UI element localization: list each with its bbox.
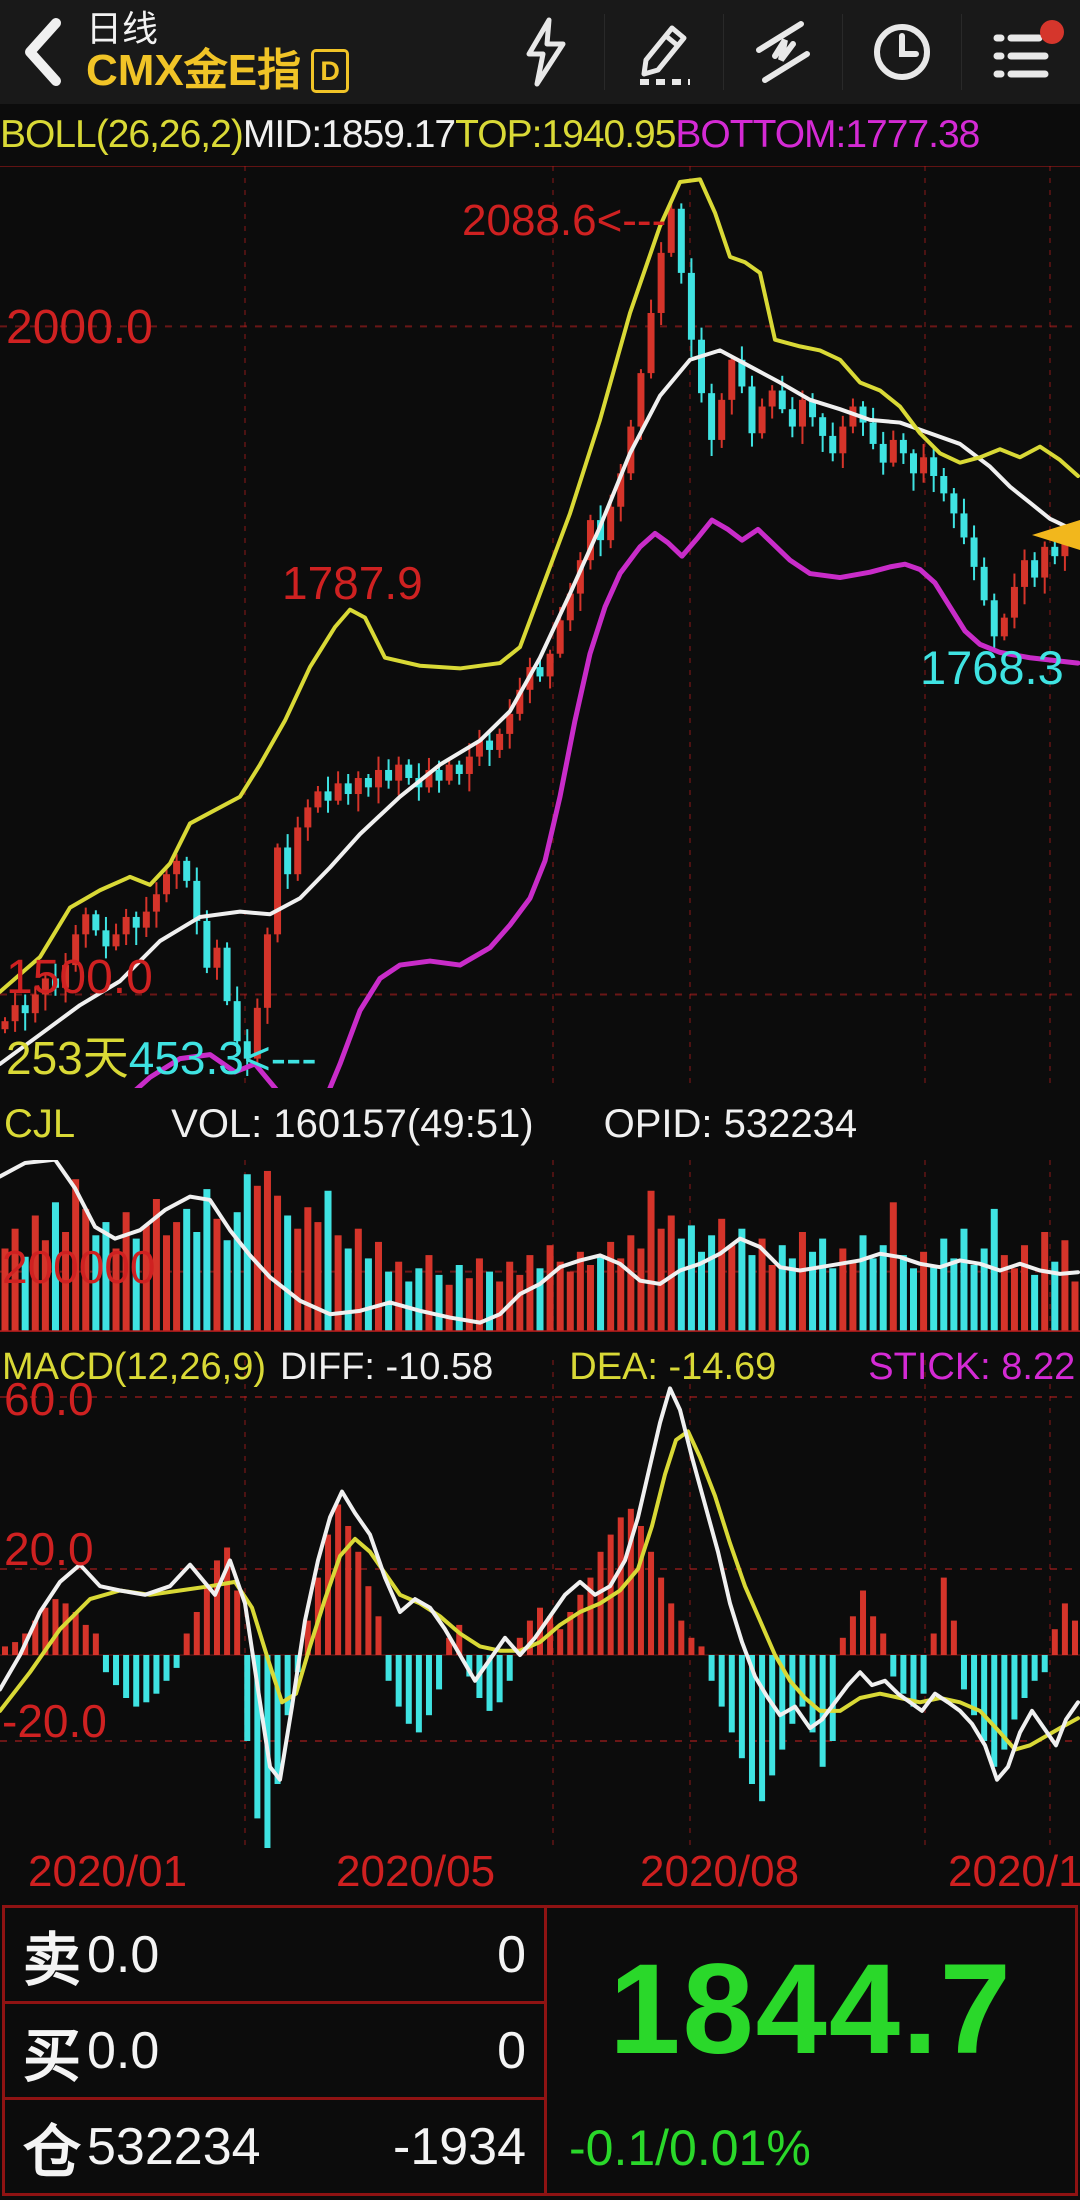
bid-qty: 0 [497, 2021, 526, 2080]
quote-panel: 卖 0.0 0 买 0.0 0 仓 532234 -1934 1844.7 -0… [2, 1905, 1078, 2196]
notification-dot [1040, 20, 1064, 44]
ask-qty: 0 [497, 1925, 526, 1984]
volume-chart-svg[interactable] [0, 1160, 1080, 1332]
watchlist-icon [993, 34, 1049, 78]
back-chevron-icon [25, 18, 61, 86]
title-block: 日线 CMX金E指 D [86, 8, 350, 95]
watchlist-button[interactable] [961, 14, 1080, 90]
header-toolbar [486, 0, 1080, 104]
boll-top-value: TOP:1940.95 [455, 113, 676, 156]
back-button[interactable] [0, 0, 86, 104]
oi-label: 仓 [23, 2119, 82, 2185]
pane-divider [0, 1331, 1080, 1332]
macd-chart-svg[interactable] [0, 1360, 1080, 1848]
boll-params: BOLL(26,26,2) [0, 113, 244, 156]
volume-indicator-row[interactable]: CJL VOL: 160157(49:51) OPID: 532234 [0, 1088, 1080, 1160]
lightning-icon [526, 17, 566, 87]
date-tick: 2020/08 [640, 1847, 800, 1896]
macd-dea-value: DEA: -14.69 [569, 1345, 777, 1388]
order-book: 卖 0.0 0 买 0.0 0 仓 532234 -1934 [2, 1905, 547, 2196]
vol-value: VOL: 160157(49:51) [171, 1101, 534, 1146]
opid-value: OPID: 532234 [603, 1101, 858, 1146]
last-price: 1844.7 [609, 1938, 1013, 2081]
ask-row[interactable]: 卖 0.0 0 [2, 1905, 547, 2004]
boll-bottom-value: BOTTOM:1777.38 [675, 113, 980, 156]
oi-value: 532234 [87, 2117, 261, 2176]
symbol-title: CMX金E指 [86, 45, 302, 95]
compare-lines-icon [756, 21, 810, 83]
pencil-icon [640, 25, 690, 85]
header-bar: 日线 CMX金E指 D [0, 0, 1080, 104]
main-chart-svg[interactable] [0, 166, 1080, 1088]
macd-diff-value: DIFF: -10.58 [279, 1345, 494, 1388]
cjl-label: CJL [4, 1101, 76, 1146]
lightning-button[interactable] [486, 14, 604, 90]
oi-change: -1934 [393, 2117, 526, 2176]
last-price-box: 1844.7 -0.1/0.01% [544, 1905, 1078, 2196]
bid-label: 买 [23, 2023, 82, 2089]
boll-mid-value: MID:1859.17 [242, 113, 456, 156]
ask-price: 0.0 [87, 1925, 160, 1984]
date-tick: 2020/01 [28, 1847, 188, 1896]
boll-indicator-row[interactable]: BOLL(26,26,2) MID:1859.17 TOP:1940.95 BO… [0, 104, 1080, 167]
bid-price: 0.0 [87, 2021, 160, 2080]
date-axis: 2020/01 2020/05 2020/08 2020/1 [0, 1843, 1080, 1903]
bid-row[interactable]: 买 0.0 0 [2, 2001, 547, 2100]
date-tick: 2020/1 [948, 1847, 1080, 1896]
compare-button[interactable] [723, 14, 842, 90]
macd-stick-value: STICK: 8.22 [868, 1345, 1076, 1388]
price-change: -0.1/0.01% [569, 2120, 811, 2176]
period-label: 日线 [86, 8, 159, 49]
history-button[interactable] [842, 14, 961, 90]
macd-indicator-row[interactable]: MACD(12,26,9) DIFF: -10.58 DEA: -14.69 S… [0, 1330, 1080, 1404]
open-interest-row[interactable]: 仓 532234 -1934 [2, 2097, 547, 2196]
clock-icon [874, 24, 930, 80]
ask-label: 卖 [23, 1927, 82, 1993]
daily-badge: D [311, 48, 350, 93]
draw-button[interactable] [604, 14, 723, 90]
macd-params: MACD(12,26,9) [2, 1345, 266, 1388]
date-tick: 2020/05 [336, 1847, 496, 1896]
